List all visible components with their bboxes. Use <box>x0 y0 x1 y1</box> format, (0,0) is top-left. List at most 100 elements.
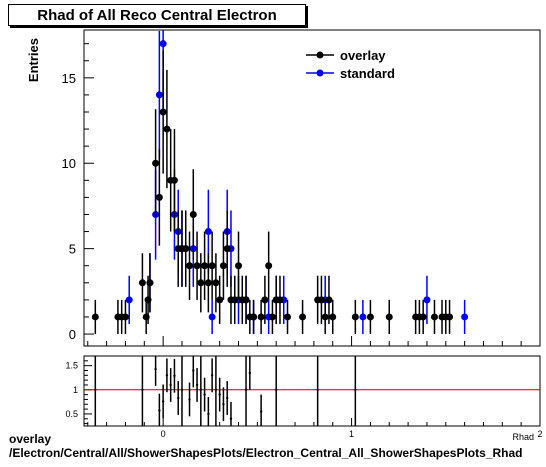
overlay-point <box>351 313 359 321</box>
overlay-point <box>204 279 212 287</box>
overlay-point <box>366 313 374 321</box>
legend-marker-standard <box>316 69 324 77</box>
ratio-point <box>222 403 225 406</box>
overlay-point <box>446 313 454 321</box>
overlay-point <box>235 262 243 270</box>
ratio-point <box>274 388 278 391</box>
overlay-point <box>197 279 205 287</box>
overlay-point <box>182 245 190 253</box>
overlay-point <box>223 245 231 253</box>
overlay-point <box>152 159 160 167</box>
overlay-point <box>265 262 273 270</box>
footer-line-2: /Electron/Central/All/ShowerShapesPlots/… <box>9 446 523 460</box>
ratio-y-tick-label: 0.5 <box>65 409 78 419</box>
ratio-point <box>195 383 199 387</box>
overlay-point <box>170 176 178 184</box>
ratio-point <box>199 388 203 391</box>
overlay-point <box>146 279 154 287</box>
overlay-point <box>163 125 171 133</box>
overlay-point <box>193 262 201 270</box>
legend-marker-overlay <box>316 51 324 59</box>
ratio-x-tick-label: 2 <box>537 429 542 439</box>
ratio-point <box>188 398 191 401</box>
ratio-point <box>161 400 165 403</box>
ratio-point <box>203 393 206 396</box>
ratio-point <box>210 374 214 377</box>
y-tick-label: 10 <box>62 156 76 171</box>
ratio-point <box>214 388 218 391</box>
ratio-point <box>244 388 248 391</box>
standard-point <box>125 296 133 304</box>
overlay-point <box>385 313 393 321</box>
standard-point <box>159 40 167 48</box>
ratio-point <box>180 388 184 391</box>
y-axis-label: Entries <box>26 38 41 82</box>
legend-label-standard: standard <box>340 66 395 81</box>
overlay-point <box>325 296 333 304</box>
overlay-point <box>212 279 220 287</box>
ratio-y-tick-label: 1.5 <box>65 361 78 371</box>
ratio-y-tick-label: 1 <box>73 385 78 395</box>
overlay-point <box>219 262 227 270</box>
overlay-point <box>201 262 209 270</box>
ratio-point <box>259 410 263 413</box>
ratio-point <box>354 388 357 391</box>
ratio-point <box>192 369 195 372</box>
ratio-point <box>94 388 97 391</box>
standard-point <box>423 296 431 304</box>
overlay-point <box>284 313 292 321</box>
standard-point <box>208 313 216 321</box>
overlay-point <box>419 313 427 321</box>
overlay-point <box>138 279 146 287</box>
ratio-point <box>165 374 169 377</box>
ratio-point <box>177 396 180 400</box>
ratio-point <box>207 412 210 416</box>
overlay-point <box>257 313 265 321</box>
ratio-x-tick-label: 1 <box>349 429 354 439</box>
ratio-point <box>226 396 229 400</box>
overlay-point <box>189 210 197 218</box>
ratio-plot-frame <box>83 355 541 427</box>
overlay-point <box>276 296 284 304</box>
overlay-point <box>317 296 325 304</box>
overlay-point <box>91 313 99 321</box>
ratio-point <box>173 374 176 377</box>
ratio-point <box>316 388 319 391</box>
overlay-point <box>231 296 239 304</box>
ratio-point <box>229 417 233 420</box>
ratio-point <box>218 393 221 396</box>
standard-point <box>461 313 469 321</box>
overlay-point <box>261 296 269 304</box>
main-plot-frame <box>83 29 541 347</box>
overlay-point <box>121 313 129 321</box>
overlay-point <box>216 296 224 304</box>
overlay-point <box>299 313 307 321</box>
ratio-point <box>169 383 172 387</box>
x-axis-label: Rhad <box>512 432 534 442</box>
ratio-point <box>248 371 252 375</box>
overlay-point <box>430 313 438 321</box>
standard-point <box>359 313 367 321</box>
overlay-point <box>155 193 163 201</box>
ratio-point <box>141 388 144 391</box>
y-tick-label: 15 <box>62 71 76 86</box>
ratio-x-tick-label: 0 <box>161 429 166 439</box>
y-tick-label: 0 <box>69 327 76 342</box>
overlay-point <box>329 313 337 321</box>
standard-point <box>155 91 163 99</box>
ratio-point <box>158 409 161 412</box>
legend-label-overlay: overlay <box>340 48 386 63</box>
overlay-point <box>250 313 258 321</box>
ratio-point <box>154 367 157 371</box>
overlay-point <box>159 108 167 116</box>
overlay-point <box>268 313 276 321</box>
overlay-point <box>186 262 194 270</box>
chart-title-box: Rhad of All Reco Central Electron <box>8 4 306 26</box>
chart-title: Rhad of All Reco Central Electron <box>37 7 277 24</box>
standard-point <box>204 228 212 236</box>
footer-line-1: overlay <box>9 432 52 446</box>
y-tick-label: 5 <box>69 242 76 257</box>
overlay-point <box>208 262 216 270</box>
